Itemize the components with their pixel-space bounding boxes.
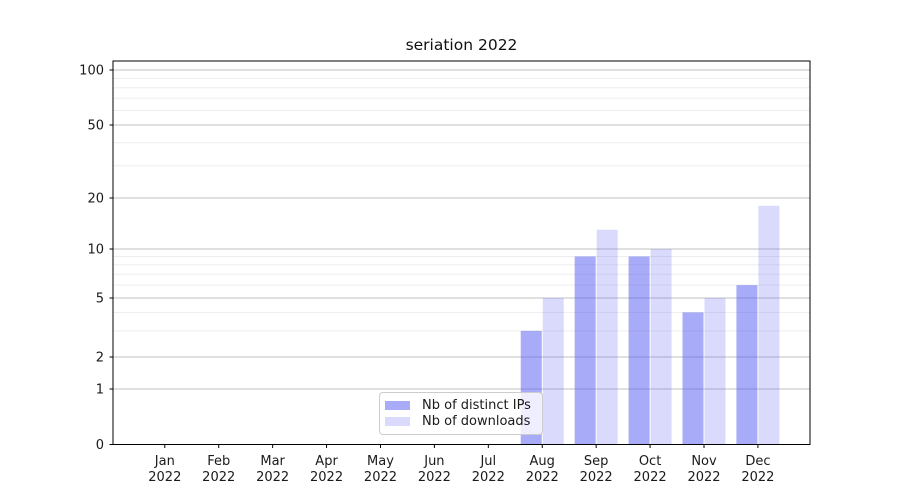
- x-tick-label-month: Apr: [315, 454, 338, 469]
- y-tick-label: 5: [96, 292, 104, 307]
- x-tick-label-month: Oct: [639, 454, 661, 469]
- x-tick-label-month: Aug: [530, 454, 555, 469]
- x-tick-label-year: 2022: [148, 470, 181, 485]
- plot-frame: [112, 60, 811, 445]
- y-tick-label: 1: [96, 383, 104, 398]
- x-tick-label-year: 2022: [364, 470, 397, 485]
- x-tick-label-month: Mar: [260, 454, 285, 469]
- chart-title: seriation 2022: [405, 36, 518, 54]
- bar-dec-downloads: [758, 205, 780, 445]
- legend-item-distinct-ips: Nb of distinct IPs: [385, 397, 534, 414]
- x-tick-label-year: 2022: [526, 470, 559, 485]
- x-tick-label-year: 2022: [310, 470, 343, 485]
- legend-swatch-downloads: [385, 417, 410, 427]
- x-tick-label-month: May: [367, 454, 394, 469]
- x-tick-label-year: 2022: [418, 470, 451, 485]
- x-tick-label-month: Nov: [691, 454, 717, 469]
- legend: Nb of distinct IPs Nb of downloads: [379, 392, 543, 435]
- x-tick-label-month: Feb: [207, 454, 230, 469]
- y-tick-label: 100: [79, 64, 104, 79]
- bar-dec-distinct-ips: [736, 285, 758, 445]
- x-tick-label-month: Sep: [584, 454, 609, 469]
- y-tick-label: 50: [87, 119, 104, 134]
- x-tick-label-year: 2022: [256, 470, 289, 485]
- legend-swatch-distinct-ips: [385, 400, 410, 410]
- x-tick-label-year: 2022: [634, 470, 667, 485]
- x-tick-label-month: Dec: [745, 454, 770, 469]
- x-tick-label-month: Jan: [154, 454, 175, 469]
- y-tick-label: 0: [96, 438, 104, 453]
- bar-sep-distinct-ips: [574, 256, 596, 445]
- x-tick-label-year: 2022: [580, 470, 613, 485]
- legend-label-downloads: Nb of downloads: [422, 414, 531, 430]
- x-tick-label-year: 2022: [741, 470, 774, 485]
- legend-label-distinct-ips: Nb of distinct IPs: [422, 397, 531, 413]
- bar-nov-downloads: [704, 298, 726, 445]
- x-tick-label-year: 2022: [472, 470, 505, 485]
- x-tick-label-year: 2022: [687, 470, 720, 485]
- bar-oct-downloads: [650, 249, 672, 445]
- bar-nov-distinct-ips: [682, 312, 704, 445]
- legend-item-downloads: Nb of downloads: [385, 414, 534, 431]
- y-tick-label: 10: [87, 243, 104, 258]
- bar-sep-downloads: [596, 229, 618, 445]
- bar-oct-distinct-ips: [628, 256, 650, 445]
- x-tick-label-month: Jul: [479, 454, 496, 469]
- y-tick-label: 2: [96, 351, 104, 366]
- y-tick-label: 20: [87, 192, 104, 207]
- x-tick-label-year: 2022: [202, 470, 235, 485]
- bar-aug-downloads: [542, 298, 564, 445]
- x-tick-label-month: Jun: [423, 454, 444, 469]
